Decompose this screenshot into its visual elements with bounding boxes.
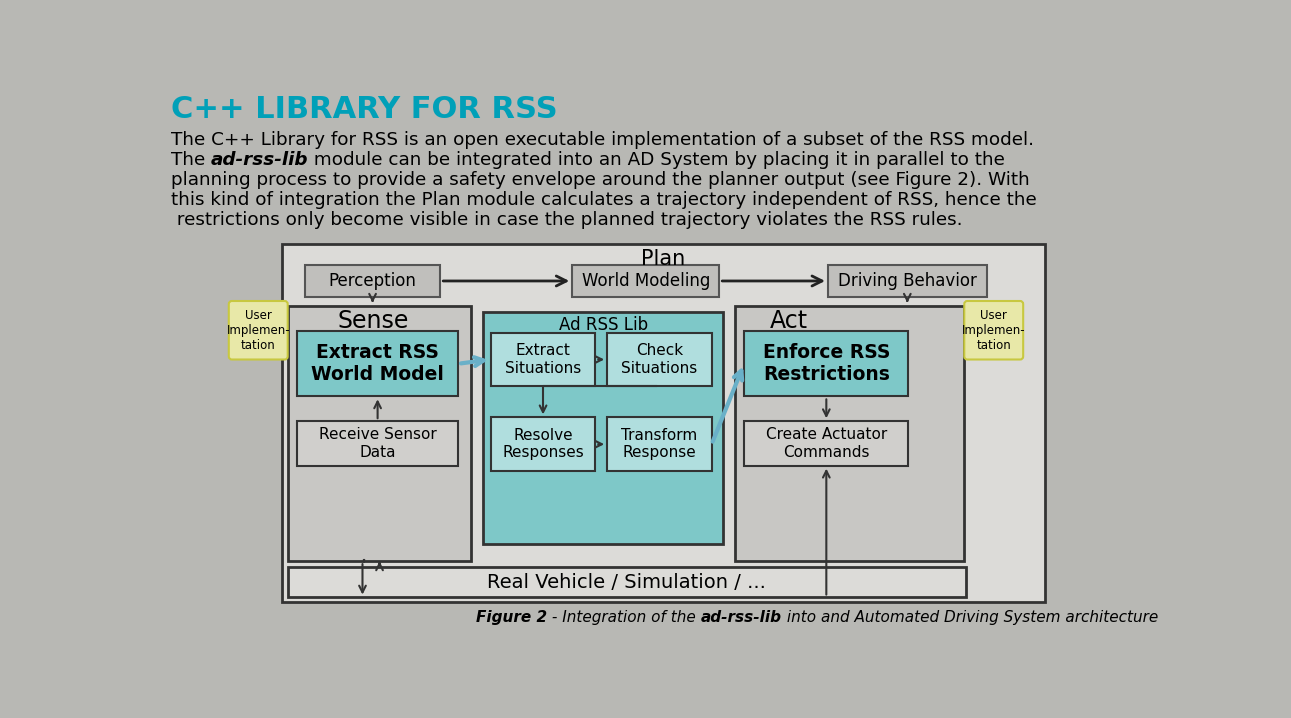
Text: User
Implemen-
tation: User Implemen- tation xyxy=(962,309,1025,352)
Bar xyxy=(607,417,711,471)
Text: Real Vehicle / Simulation / ...: Real Vehicle / Simulation / ... xyxy=(487,572,766,592)
Bar xyxy=(288,567,966,597)
Text: C++ LIBRARY FOR RSS: C++ LIBRARY FOR RSS xyxy=(170,95,558,124)
Text: Extract
Situations: Extract Situations xyxy=(505,343,581,376)
FancyBboxPatch shape xyxy=(964,301,1024,360)
Bar xyxy=(607,332,711,386)
Text: Plan: Plan xyxy=(642,249,686,269)
Bar xyxy=(491,417,595,471)
Text: Resolve
Responses: Resolve Responses xyxy=(502,428,584,460)
Text: Driving Behavior: Driving Behavior xyxy=(838,272,977,290)
Text: Receive Sensor
Data: Receive Sensor Data xyxy=(319,427,436,460)
Text: Sense: Sense xyxy=(337,309,408,333)
Bar xyxy=(744,421,909,466)
Bar xyxy=(828,265,986,297)
Text: World Modeling: World Modeling xyxy=(581,272,710,290)
Bar xyxy=(288,306,471,561)
Text: ad-rss-lib: ad-rss-lib xyxy=(210,151,309,169)
FancyBboxPatch shape xyxy=(229,301,288,360)
Bar xyxy=(735,306,963,561)
Bar xyxy=(297,331,458,396)
Text: Check
Situations: Check Situations xyxy=(621,343,697,376)
Text: Transform
Response: Transform Response xyxy=(621,428,697,460)
Text: Perception: Perception xyxy=(329,272,417,290)
Bar xyxy=(491,332,595,386)
Text: restrictions only become visible in case the planned trajectory violates the RSS: restrictions only become visible in case… xyxy=(170,211,962,229)
Text: - Integration of the: - Integration of the xyxy=(547,610,701,625)
Bar xyxy=(572,265,719,297)
Bar xyxy=(483,312,723,544)
Text: Act: Act xyxy=(769,309,808,333)
Text: Figure 2: Figure 2 xyxy=(476,610,547,625)
Text: The: The xyxy=(170,151,210,169)
Text: ad-rss-lib: ad-rss-lib xyxy=(701,610,781,625)
Text: The C++ Library for RSS is an open executable implementation of a subset of the : The C++ Library for RSS is an open execu… xyxy=(170,131,1034,149)
Bar xyxy=(744,331,909,396)
Text: this kind of integration the Plan module calculates a trajectory independent of : this kind of integration the Plan module… xyxy=(170,191,1037,209)
Bar xyxy=(281,244,1044,602)
Text: Extract RSS
World Model: Extract RSS World Model xyxy=(311,343,444,384)
Text: module can be integrated into an AD System by placing it in parallel to the: module can be integrated into an AD Syst… xyxy=(309,151,1006,169)
Text: Enforce RSS
Restrictions: Enforce RSS Restrictions xyxy=(763,343,889,384)
Text: User
Implemen-
tation: User Implemen- tation xyxy=(226,309,290,352)
Text: Ad RSS Lib: Ad RSS Lib xyxy=(559,316,648,334)
Bar xyxy=(297,421,458,466)
Text: into and Automated Driving System architecture: into and Automated Driving System archit… xyxy=(781,610,1158,625)
Bar xyxy=(305,265,440,297)
Text: Create Actuator
Commands: Create Actuator Commands xyxy=(766,427,887,460)
Text: planning process to provide a safety envelope around the planner output (see Fig: planning process to provide a safety env… xyxy=(170,171,1029,189)
